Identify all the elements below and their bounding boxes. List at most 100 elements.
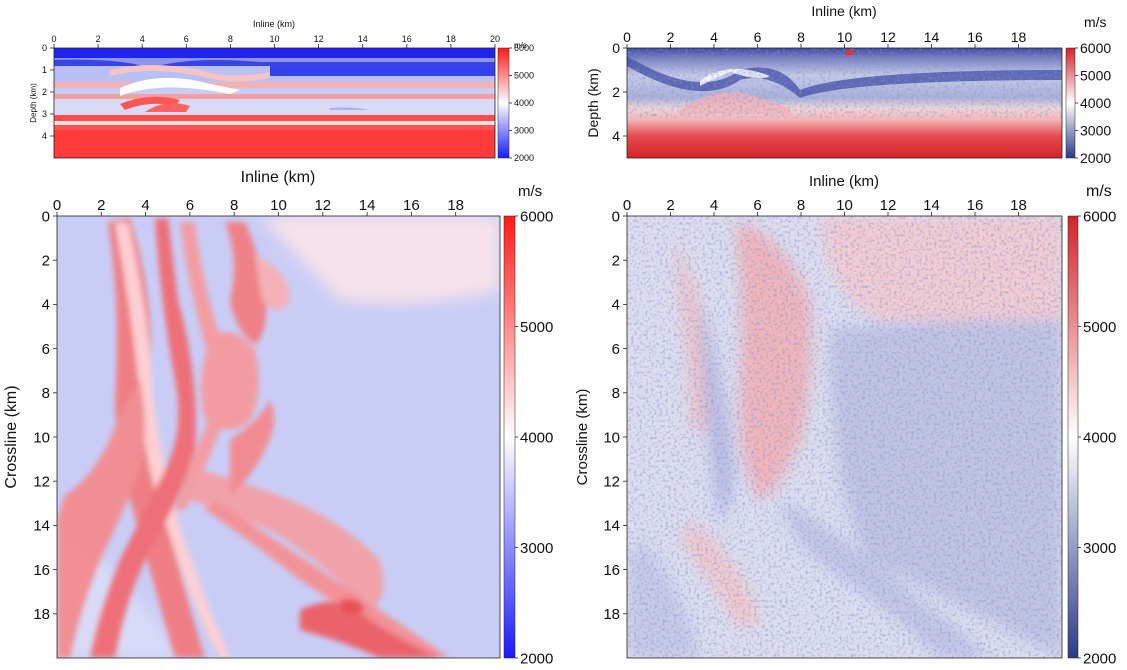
y-tick-label: 14 xyxy=(603,518,620,535)
y-tick-label: 2 xyxy=(42,87,47,97)
true-slice-panel: Inline (km) Crossline (km) 0 2 4 6 8 10 12 14 16… xyxy=(3,169,553,667)
x-tick-label: 8 xyxy=(230,197,238,214)
y-tick-label: 0 xyxy=(42,208,50,225)
colorbar-tick-label: 3000 xyxy=(1080,122,1111,138)
x-tick-label: 10 xyxy=(270,197,287,214)
y-tick-label: 18 xyxy=(603,606,620,623)
y-tick-label: 1 xyxy=(42,65,47,75)
recon-section-ylabel: Depth (km) xyxy=(585,68,601,137)
y-tick-label: 0 xyxy=(612,208,620,225)
recon-section-panel: Inline (km) Depth (km) 0 2 4 6 8 10 12 14 16 18 0… xyxy=(585,3,1111,166)
y-tick-label: 10 xyxy=(33,429,50,446)
x-tick-label: 4 xyxy=(710,29,718,45)
x-tick-label: 12 xyxy=(880,29,896,45)
colorbar-tick-label: 5000 xyxy=(1083,319,1116,336)
recon-section-colorbar-unit: m/s xyxy=(1084,14,1107,30)
x-tick-label: 0 xyxy=(623,197,631,214)
y-tick-label: 0 xyxy=(42,43,47,53)
x-tick-label: 6 xyxy=(753,197,761,214)
x-tick-label: 14 xyxy=(923,197,940,214)
x-tick-label: 6 xyxy=(186,197,194,214)
true-section-panel: Inline (km) Depth (km) 0 2 4 6 8 10 12 14 16 18 20… xyxy=(29,19,534,163)
colorbar-tick-label: 5000 xyxy=(1080,67,1111,83)
x-tick-label: 20 xyxy=(490,34,500,44)
x-tick-label: 0 xyxy=(53,197,61,214)
true-section-colorbar-unit: m/s xyxy=(514,41,527,50)
x-tick-label: 12 xyxy=(880,197,897,214)
y-tick-label: 4 xyxy=(612,128,620,144)
x-tick-label: 16 xyxy=(403,197,420,214)
x-tick-label: 12 xyxy=(314,34,324,44)
x-tick-label: 6 xyxy=(184,34,189,44)
true-slice-xticks: 0 2 4 6 8 10 12 14 16 18 xyxy=(53,197,464,216)
true-section-heatmap xyxy=(54,48,495,158)
recon-section-xticks: 0 2 4 6 8 10 12 14 16 18 xyxy=(623,29,1026,48)
colorbar-tick-label: 2000 xyxy=(1080,150,1111,166)
x-tick-label: 18 xyxy=(446,34,456,44)
x-tick-label: 6 xyxy=(754,29,762,45)
x-tick-label: 16 xyxy=(967,197,984,214)
colorbar-tick-label: 4000 xyxy=(1080,95,1111,111)
x-tick-label: 4 xyxy=(141,197,149,214)
y-tick-label: 2 xyxy=(612,84,620,100)
true-section-xticks: 0 2 4 6 8 10 12 14 16 18 20 xyxy=(51,34,500,48)
x-tick-label: 14 xyxy=(359,197,376,214)
true-section-yticks: 0 1 2 3 4 xyxy=(42,43,54,141)
colorbar-tick-label: 4000 xyxy=(514,98,534,108)
y-tick-label: 8 xyxy=(612,385,620,402)
x-tick-label: 8 xyxy=(228,34,233,44)
y-tick-label: 4 xyxy=(42,297,50,314)
recon-slice-colorbar-ticks: 6000 5000 4000 3000 2000 xyxy=(1078,208,1116,667)
colorbar-tick-label: 2000 xyxy=(520,650,553,667)
recon-slice-ylabel: Crossline (km) xyxy=(574,389,591,486)
recon-section-xlabel: Inline (km) xyxy=(811,3,876,19)
recon-slice-xlabel: Inline (km) xyxy=(809,173,879,190)
x-tick-label: 4 xyxy=(710,197,718,214)
colorbar-tick-label: 6000 xyxy=(1083,208,1116,225)
recon-section-colorbar xyxy=(1065,47,1076,159)
x-tick-label: 0 xyxy=(623,29,631,45)
recon-section-yticks: 0 2 4 xyxy=(612,40,627,144)
x-tick-label: 12 xyxy=(314,197,331,214)
recon-slice-colorbar-unit: m/s xyxy=(1086,183,1112,200)
colorbar-tick-label: 3000 xyxy=(520,540,553,557)
true-slice-colorbar-ticks: 6000 5000 4000 3000 2000 xyxy=(515,208,553,667)
x-tick-label: 18 xyxy=(1011,29,1027,45)
true-slice-colorbar xyxy=(503,215,516,659)
y-tick-label: 12 xyxy=(603,473,620,490)
true-slice-colorbar-unit: m/s xyxy=(518,183,542,200)
x-tick-label: 10 xyxy=(269,34,279,44)
colorbar-tick-label: 6000 xyxy=(520,208,553,225)
true-slice-yticks: 0 2 4 6 8 10 12 14 16 18 xyxy=(33,208,57,623)
y-tick-label: 6 xyxy=(612,341,620,358)
colorbar-tick-label: 4000 xyxy=(520,429,553,446)
colorbar-tick-label: 5000 xyxy=(514,71,534,81)
y-tick-label: 4 xyxy=(612,297,620,314)
colorbar-tick-label: 4000 xyxy=(1083,429,1116,446)
y-tick-label: 4 xyxy=(42,131,47,141)
x-tick-label: 14 xyxy=(924,29,940,45)
colorbar-tick-label: 6000 xyxy=(1080,40,1111,56)
recon-slice-colorbar xyxy=(1067,215,1079,659)
x-tick-label: 2 xyxy=(96,34,101,44)
colorbar-tick-label: 2000 xyxy=(514,153,534,163)
colorbar-tick-label: 3000 xyxy=(1083,540,1116,557)
x-tick-label: 2 xyxy=(97,197,105,214)
y-tick-label: 2 xyxy=(42,252,50,269)
x-tick-label: 14 xyxy=(358,34,368,44)
x-tick-label: 8 xyxy=(797,197,805,214)
y-tick-label: 2 xyxy=(612,252,620,269)
y-tick-label: 8 xyxy=(42,385,50,402)
true-section-colorbar xyxy=(497,47,510,159)
true-section-ylabel: Depth (km) xyxy=(29,83,38,123)
x-tick-label: 16 xyxy=(402,34,412,44)
y-tick-label: 12 xyxy=(33,473,50,490)
recon-slice-heatmap xyxy=(627,216,1062,658)
recon-section-heatmap xyxy=(627,48,1062,158)
recon-slice-yticks: 0 2 4 6 8 10 12 14 16 18 xyxy=(603,208,627,623)
x-tick-label: 18 xyxy=(1010,197,1027,214)
y-tick-label: 10 xyxy=(603,429,620,446)
x-tick-label: 2 xyxy=(666,197,674,214)
x-tick-label: 18 xyxy=(447,197,464,214)
